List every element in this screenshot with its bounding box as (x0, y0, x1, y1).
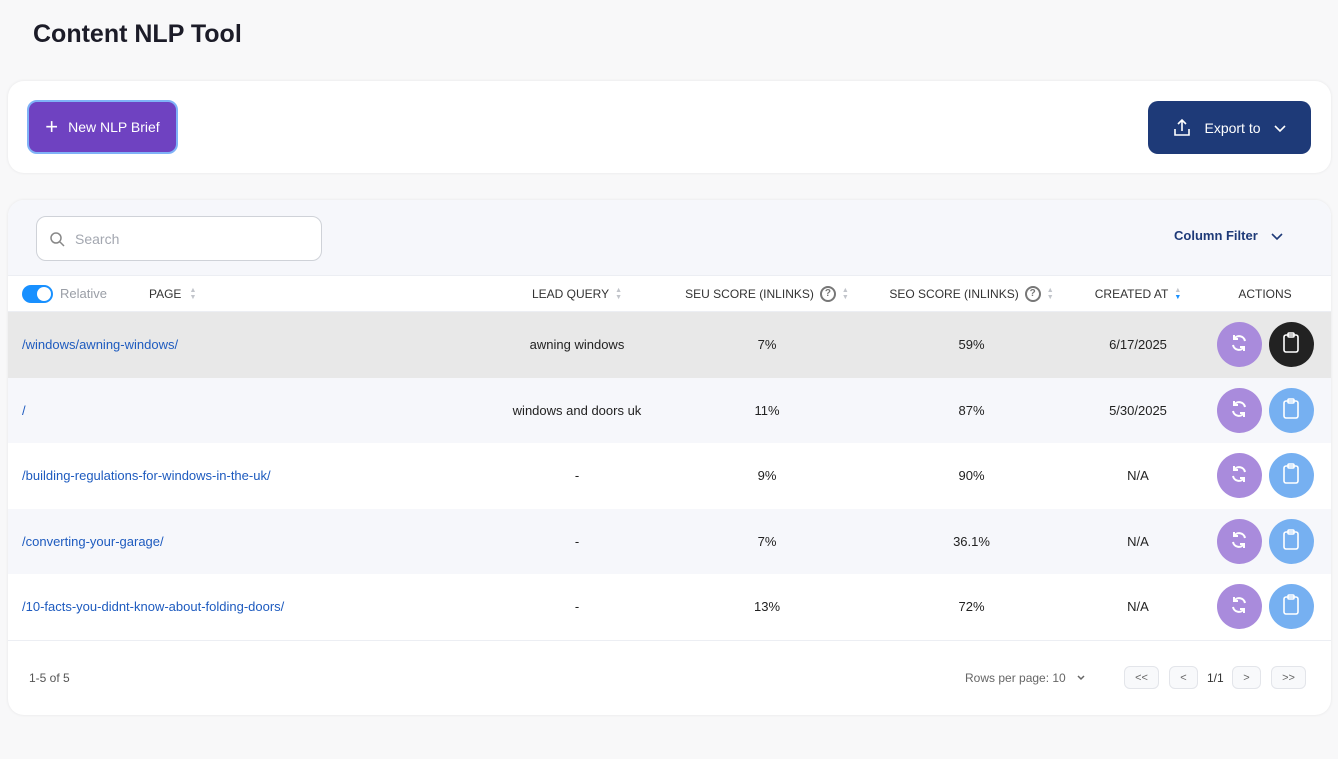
next-page-button[interactable]: > (1232, 666, 1261, 689)
clipboard-icon (1282, 397, 1300, 423)
seu-score-cell: 9% (757, 468, 777, 484)
copy-button[interactable] (1268, 322, 1314, 368)
header-actions: ACTIONS (1238, 286, 1292, 301)
page-link[interactable]: /converting-your-garage/ (22, 533, 164, 549)
prev-page-button[interactable]: < (1169, 666, 1198, 689)
refresh-icon (1229, 595, 1249, 618)
refresh-icon (1229, 333, 1249, 356)
header-lead-query[interactable]: LEAD QUERY (531, 286, 610, 301)
sort-icon[interactable]: ▲ ▼ (841, 286, 849, 301)
help-icon[interactable]: ? (1024, 285, 1041, 302)
clipboard-icon (1282, 332, 1300, 357)
seo-score-cell: 87% (958, 402, 985, 418)
chevron-down-icon (1077, 675, 1085, 681)
column-filter-dropdown[interactable]: Column Filter (1174, 228, 1284, 243)
plus-icon: + (45, 114, 59, 139)
lead-query-cell: awning windows (529, 337, 625, 353)
clipboard-icon (1282, 528, 1300, 554)
header-seu-score[interactable]: SEU SCORE (INLINKS) (685, 286, 814, 301)
last-page-button[interactable]: >> (1271, 666, 1306, 689)
sort-icon[interactable]: ▲ ▼ (1046, 286, 1054, 301)
refresh-icon (1229, 530, 1249, 553)
search-field[interactable] (36, 216, 322, 261)
copy-button[interactable] (1268, 584, 1314, 630)
lead-query-cell: - (574, 533, 580, 549)
chevron-down-icon (1271, 232, 1283, 240)
page-link[interactable]: /building-regulations-for-windows-in-the… (22, 468, 271, 484)
search-icon (50, 231, 65, 247)
search-input[interactable] (75, 230, 295, 247)
lead-query-cell: windows and doors uk (512, 402, 642, 418)
rows-per-page-select[interactable]: Rows per page: 10 (965, 671, 1086, 685)
relative-toggle[interactable] (22, 284, 53, 303)
new-nlp-brief-button[interactable]: + New NLP Brief (27, 100, 178, 154)
chevron-down-icon (1273, 124, 1286, 132)
refresh-button[interactable] (1216, 453, 1262, 499)
created-at-cell: N/A (1127, 533, 1149, 549)
upload-icon (1174, 118, 1191, 136)
briefs-table-card: Column Filter Relative PAGE ▲▼ LEAD QUER… (8, 200, 1331, 715)
refresh-icon (1229, 464, 1249, 487)
table-row: /building-regulations-for-windows-in-the… (8, 443, 1331, 509)
refresh-button[interactable] (1216, 387, 1262, 433)
row-count: 1-5 of 5 (29, 671, 70, 685)
page-indicator: 1/1 (1207, 671, 1224, 685)
actions-card: + New NLP Brief Export to (8, 81, 1331, 173)
page-title: Content NLP Tool (33, 20, 242, 48)
copy-button[interactable] (1268, 387, 1314, 433)
created-at-cell: N/A (1127, 599, 1149, 615)
refresh-button[interactable] (1216, 584, 1262, 630)
table-row: /windows/awning-windows/ awning windows … (8, 312, 1331, 378)
lead-query-cell: - (574, 599, 580, 615)
seo-score-cell: 90% (958, 468, 985, 484)
seu-score-cell: 7% (757, 533, 777, 549)
rows-per-page-label: Rows per page: 10 (965, 671, 1066, 685)
table-row: /10-facts-you-didnt-know-about-folding-d… (8, 574, 1331, 640)
table-row: / windows and doors uk 11% 87% 5/30/2025 (8, 377, 1331, 443)
page-link[interactable]: /windows/awning-windows/ (22, 337, 179, 353)
page-link[interactable]: / (22, 402, 26, 418)
created-at-cell: 6/17/2025 (1109, 337, 1167, 353)
table-row: /converting-your-garage/ - 7% 36.1% N/A (8, 508, 1331, 574)
new-nlp-brief-label: New NLP Brief (68, 119, 160, 135)
copy-button[interactable] (1268, 453, 1314, 499)
export-to-label: Export to (1204, 119, 1261, 136)
refresh-icon (1229, 399, 1249, 422)
header-seo-score[interactable]: SEO SCORE (INLINKS) (889, 286, 1019, 301)
created-at-cell: 5/30/2025 (1109, 402, 1167, 418)
seu-score-cell: 13% (753, 599, 781, 615)
seu-score-cell: 11% (754, 402, 780, 418)
copy-button[interactable] (1268, 518, 1314, 564)
page-link[interactable]: /10-facts-you-didnt-know-about-folding-d… (22, 599, 285, 615)
header-page[interactable]: PAGE (148, 286, 182, 301)
table-footer: 1-5 of 5 Rows per page: 10 << < 1/1 > >> (8, 640, 1331, 715)
created-at-cell: N/A (1127, 468, 1149, 484)
seo-score-cell: 72% (958, 599, 985, 615)
table-header: Relative PAGE ▲ ▼ LEAD QUERY ▲ ▼ SEU SCORE … (8, 276, 1331, 312)
column-filter-label: Column Filter (1174, 228, 1258, 243)
clipboard-icon (1282, 594, 1300, 619)
relative-label: Relative (60, 286, 107, 301)
sort-icon[interactable]: ▲ ▼ (615, 286, 623, 301)
clipboard-icon (1282, 463, 1300, 488)
help-icon[interactable]: ? (819, 285, 836, 302)
header-created-at[interactable]: CREATED AT (1094, 286, 1169, 301)
seu-score-cell: 7% (757, 337, 777, 353)
refresh-button[interactable] (1216, 322, 1262, 368)
export-to-button[interactable]: Export to (1148, 101, 1311, 154)
lead-query-cell: - (574, 468, 580, 484)
sort-desc-icon[interactable]: ▲ ▼ (1174, 286, 1182, 301)
refresh-button[interactable] (1216, 518, 1262, 564)
sort-icon[interactable]: ▲ ▼ (189, 286, 197, 301)
first-page-button[interactable]: << (1124, 666, 1159, 689)
seo-score-cell: 36.1% (953, 533, 990, 549)
seo-score-cell: 59% (958, 337, 985, 353)
